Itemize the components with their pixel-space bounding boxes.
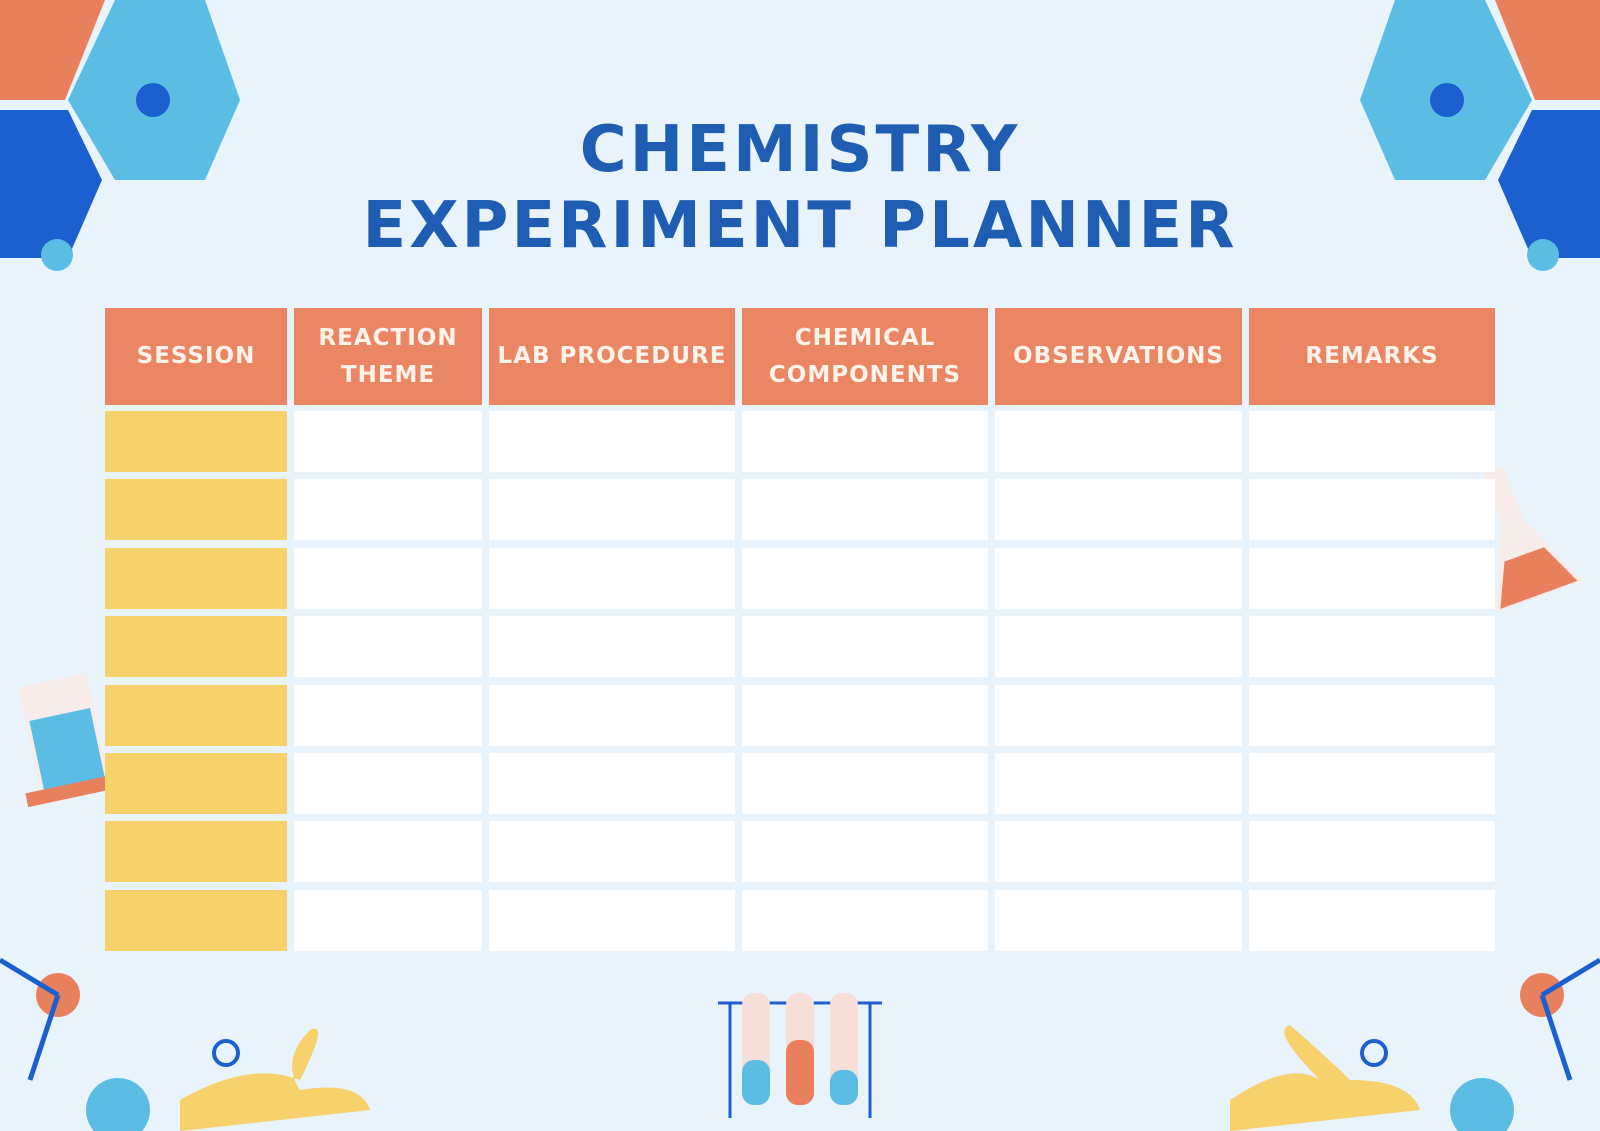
session-cell <box>105 684 287 746</box>
table-cell <box>294 479 482 541</box>
column-header: CHEMICAL COMPONENTS <box>742 308 988 405</box>
table-cell <box>742 616 988 678</box>
table-cell <box>1249 753 1495 814</box>
table-cell <box>742 684 988 746</box>
table-cell <box>1249 547 1495 609</box>
column-header: REMARKS <box>1249 308 1495 405</box>
session-cell <box>105 821 287 883</box>
table-cell <box>489 411 735 472</box>
table-cell <box>294 684 482 746</box>
table-cell <box>995 684 1242 746</box>
table-cell <box>489 753 735 814</box>
table-cell <box>489 684 735 746</box>
column-header: OBSERVATIONS <box>995 308 1242 405</box>
session-cell <box>105 753 287 814</box>
table-cell <box>1249 684 1495 746</box>
table-cell <box>742 753 988 814</box>
table-cell <box>1249 411 1495 472</box>
table-cell <box>294 753 482 814</box>
table-cell <box>294 547 482 609</box>
table-cell <box>995 753 1242 814</box>
session-cell <box>105 411 287 472</box>
table-cell <box>294 411 482 472</box>
table-cell <box>1249 889 1495 951</box>
table-cell <box>742 889 988 951</box>
column-header: REACTION THEME <box>294 308 482 405</box>
session-cell <box>105 479 287 541</box>
table-cell <box>995 411 1242 472</box>
table-cell <box>995 889 1242 951</box>
table-cell <box>1249 479 1495 541</box>
title: CHEMISTRY EXPERIMENT PLANNER <box>362 113 1238 263</box>
table-cell <box>742 479 988 541</box>
table-cell <box>995 821 1242 883</box>
session-cell <box>105 547 287 609</box>
session-cell <box>105 889 287 951</box>
table-cell <box>1249 616 1495 678</box>
table-cell <box>294 889 482 951</box>
table-cell <box>489 479 735 541</box>
table-cell <box>489 547 735 609</box>
table-cell <box>1249 821 1495 883</box>
table-cell <box>742 547 988 609</box>
table-cell <box>742 411 988 472</box>
table-cell <box>489 889 735 951</box>
table-cell <box>995 616 1242 678</box>
table-cell <box>294 821 482 883</box>
table-cell <box>294 616 482 678</box>
table-cell <box>995 547 1242 609</box>
table-cell <box>742 821 988 883</box>
session-cell <box>105 616 287 678</box>
table-cell <box>995 479 1242 541</box>
table-cell <box>489 821 735 883</box>
column-header: SESSION <box>105 308 287 405</box>
column-header: LAB PROCEDURE <box>489 308 735 405</box>
table-cell <box>489 616 735 678</box>
